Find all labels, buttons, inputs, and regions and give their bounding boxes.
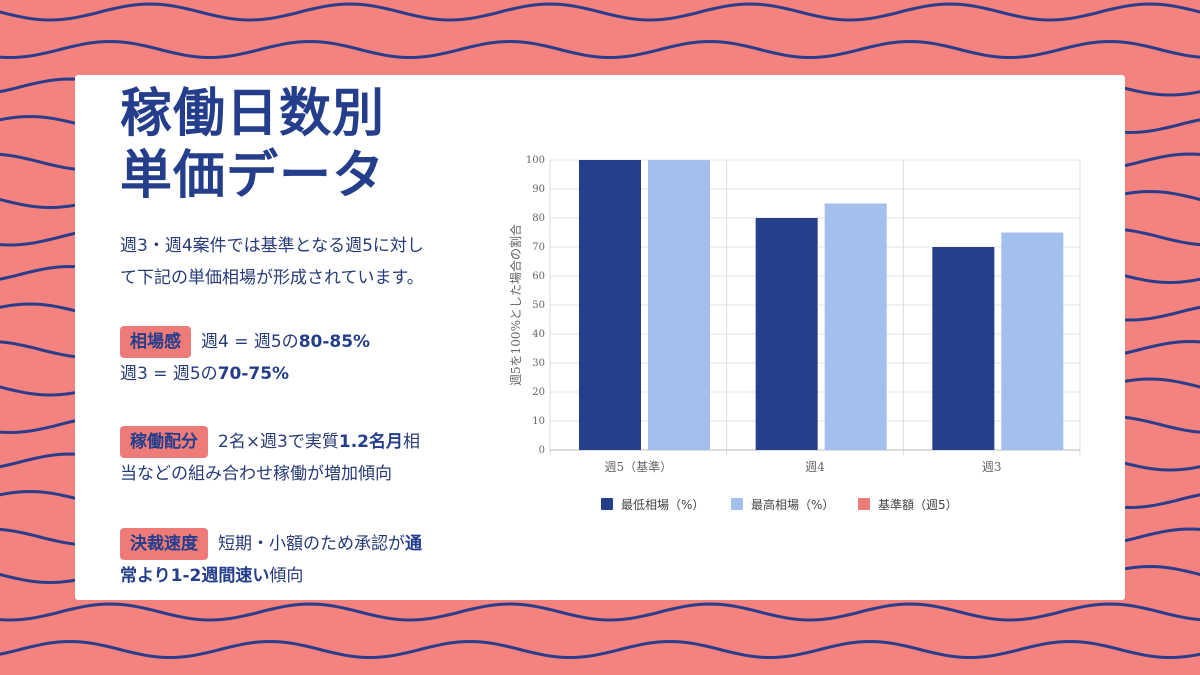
approval-tag: 決裁速度 [120, 528, 208, 560]
allocation-text: 相 [403, 432, 421, 452]
market-text: 週3 = 週5の [120, 364, 218, 384]
y-tick-label: 0 [539, 445, 545, 456]
y-tick-label: 10 [532, 416, 545, 427]
wave-line [0, 602, 1200, 622]
wave-line [0, 639, 1200, 660]
legend-label: 最高相場（%） [751, 497, 834, 512]
title-line-1: 稼働日数別 [120, 84, 386, 144]
y-tick-label: 30 [532, 358, 545, 369]
approval-value: 常より1-2週間速い [120, 566, 270, 586]
allocation-section: 稼働配分 2名×週3で実質1.2名月相 当などの組み合わせ稼働が増加傾向 [120, 426, 465, 490]
legend-label: 最低相場（%） [621, 498, 704, 512]
market-value: 80-85% [298, 332, 371, 352]
y-tick-label: 70 [532, 242, 545, 253]
y-tick-label: 90 [532, 184, 545, 195]
x-tick-label: 週3 [982, 460, 1002, 474]
allocation-tag: 稼働配分 [120, 426, 208, 458]
y-axis-label: 週5を100%とした場合の割合 [508, 224, 523, 386]
intro-text: 週3・週4案件では基準となる週5に対し て下記の単価相場が形成されています。 [120, 230, 465, 294]
bar [824, 203, 887, 450]
legend-label: 基準額（週5） [878, 497, 958, 512]
y-tick-label: 80 [532, 213, 545, 224]
bar [932, 247, 995, 450]
intro-line: 週3・週4案件では基準となる週5に対し [120, 236, 424, 256]
bar [755, 218, 818, 450]
y-tick-label: 100 [526, 155, 545, 166]
bar [579, 160, 641, 450]
allocation-text: 2名×週3で実質 [218, 432, 339, 452]
legend-swatch [601, 498, 613, 510]
allocation-value: 1.2名月 [338, 432, 404, 452]
y-tick-label: 50 [532, 300, 545, 311]
wave-line [0, 2, 1200, 22]
page-title: 稼働日数別 単価データ [120, 83, 385, 207]
allocation-text: 当などの組み合わせ稼働が増加傾向 [120, 464, 392, 484]
y-tick-label: 40 [532, 329, 545, 340]
x-tick-label: 週4 [805, 460, 825, 474]
market-tag: 相場感 [120, 326, 191, 358]
market-text: 週4 = 週5の [201, 332, 299, 352]
market-value: 70-75% [217, 364, 290, 384]
market-section: 相場感 週4 = 週5の80-85% 週3 = 週5の70-75% [120, 326, 465, 390]
x-tick-label: 週5（基準） [605, 459, 673, 474]
y-tick-label: 60 [532, 271, 545, 282]
wave-line [0, 39, 1200, 60]
approval-text: 傾向 [269, 566, 304, 586]
bar [648, 160, 710, 450]
approval-value: 通 [405, 534, 422, 554]
bar [1001, 232, 1064, 450]
legend-swatch [858, 498, 870, 510]
title-line-2: 単価データ [120, 146, 386, 206]
intro-line: て下記の単価相場が形成されています。 [120, 268, 424, 288]
legend-swatch [731, 498, 743, 510]
approval-section: 決裁速度 短期・小額のため承認が通 常より1-2週間速い傾向 [120, 528, 465, 592]
approval-text: 短期・小額のため承認が [218, 534, 405, 554]
y-tick-label: 20 [532, 387, 545, 398]
